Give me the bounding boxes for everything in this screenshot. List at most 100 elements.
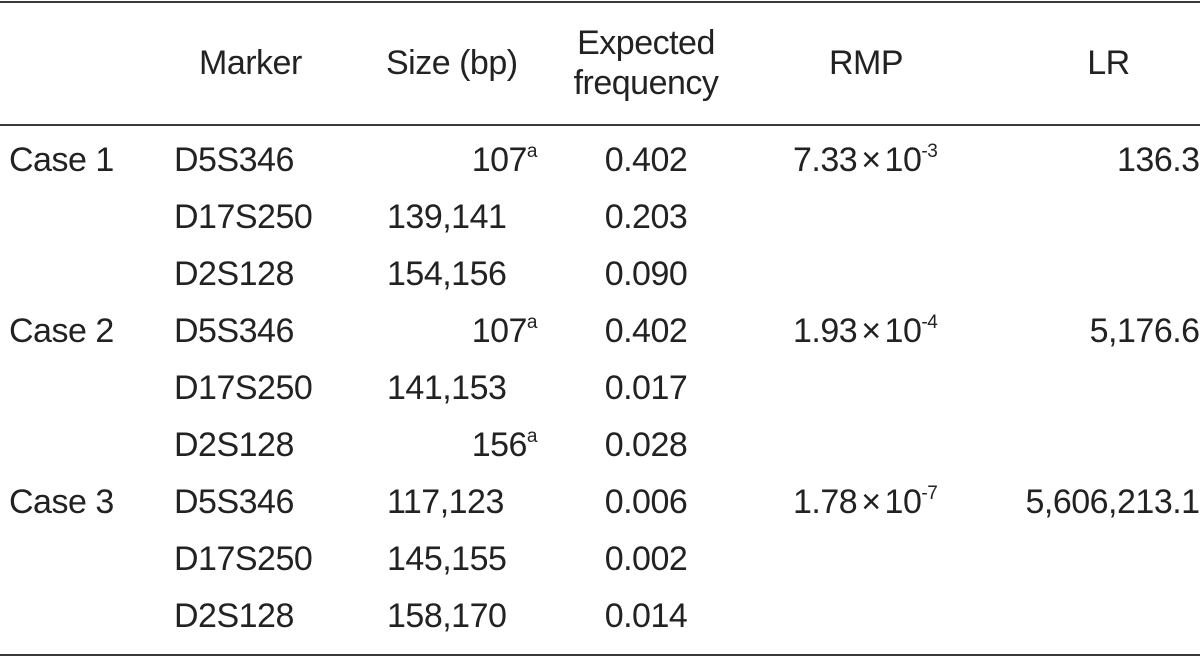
rmp-cell — [751, 588, 981, 645]
expected-frequency-cell: 0.203 — [604, 198, 688, 236]
rmp-cell: 7.33 × 10-3 — [751, 126, 981, 189]
expected-frequency-cell: 0.402 — [604, 141, 688, 179]
lr-cell — [981, 531, 1200, 588]
lr-cell: 5,606,213.10 — [1025, 483, 1200, 521]
rmp-cell — [751, 531, 981, 588]
rmp-exponent: -7 — [921, 483, 938, 504]
expected-frequency-cell: 0.090 — [604, 255, 688, 293]
bottom-rule — [0, 654, 1200, 656]
lr-cell — [981, 246, 1200, 303]
rmp-exponent: -3 — [921, 141, 938, 162]
lr-cell: 136.38 — [1117, 141, 1200, 179]
case-label — [0, 417, 174, 474]
expected-frequency-cell: 0.017 — [604, 369, 688, 407]
header-expected-frequency: Expected frequency — [541, 0, 751, 126]
table-row: D17S250 141,153 0.017 — [0, 360, 1200, 417]
size-value: 117,123 — [387, 483, 504, 521]
expected-frequency-cell: 0.402 — [604, 312, 688, 350]
case-label: Case 2 — [9, 312, 114, 350]
rmp-mantissa: 1.78 — [793, 483, 858, 521]
table-body: Case 1D5S346107a0.4027.33×10-3136.38D17S… — [0, 126, 1200, 645]
lr-cell: 5,176.60 — [1089, 312, 1200, 350]
case-label — [0, 360, 174, 417]
size-cell: 117,123 — [384, 474, 541, 531]
rmp-times-sign: × — [861, 141, 881, 179]
marker-cell: D2S128 — [174, 255, 294, 293]
lr-cell — [981, 189, 1200, 246]
case-label — [0, 189, 174, 246]
size-cell: 107a — [384, 303, 541, 360]
header-size: Size (bp) — [386, 44, 518, 82]
table-row: Case 2 D5S346 107a 0.402 1.93×10-4 5,176.60 — [0, 303, 1200, 360]
marker-cell: D17S250 — [174, 198, 313, 236]
rmp-times-sign: × — [861, 483, 881, 521]
lr-cell — [981, 417, 1200, 474]
rmp-mantissa: 1.93 — [793, 312, 858, 350]
table-header: Marker Size (bp) Expected frequency RMP … — [0, 0, 1200, 126]
case-label — [0, 246, 174, 303]
header-rmp: RMP — [828, 44, 904, 82]
expected-frequency-cell: 0.002 — [604, 540, 688, 578]
rmp-cell: 1.93 × 10-4 — [751, 303, 981, 360]
rmp-base: 10 — [884, 312, 922, 350]
table-row: D2S128 158,170 0.014 — [0, 588, 1200, 645]
expected-frequency-cell: 0.028 — [604, 426, 688, 464]
size-value: 158,170 — [387, 597, 507, 635]
rmp-base: 10 — [884, 483, 922, 521]
header-marker: Marker — [199, 44, 302, 82]
table-row: D2S128 154,156 0.090 — [0, 246, 1200, 303]
size-value: 154,156 — [387, 255, 507, 293]
table-row: Case 3 D5S346 117,123 0.006 1.78 × 10-7 5,606,2… — [0, 474, 1200, 531]
marker-cell: D17S250 — [174, 540, 313, 578]
size-cell: 139,141 — [384, 189, 541, 246]
size-cell: 107a — [384, 126, 541, 189]
table-row: D17S250 145,155 0.002 — [0, 531, 1200, 588]
table-row: Case 1 D5S346 107a 0.402 7.33×10-3 136.38 — [0, 126, 1200, 189]
expected-frequency-cell: 0.006 — [604, 483, 688, 521]
table-row: D2S128 156a 0.028 — [0, 417, 1200, 474]
case-label — [0, 588, 174, 645]
size-value: 107 — [471, 141, 528, 179]
marker-cell: D5S346 — [174, 312, 294, 350]
lr-cell — [981, 360, 1200, 417]
top-rule — [0, 1, 1200, 3]
rmp-cell — [751, 246, 981, 303]
rmp-cell — [751, 417, 981, 474]
size-cell: 156a — [384, 417, 541, 474]
marker-cell: D5S346 — [174, 483, 294, 521]
case-label: Case 3 — [9, 483, 114, 521]
size-value: 141,153 — [387, 369, 507, 407]
size-footnote-marker: a — [526, 312, 538, 333]
rmp-exponent: -4 — [921, 312, 938, 333]
header-rule — [0, 124, 1200, 126]
case-label: Case 1 — [9, 141, 114, 179]
size-footnote-marker: a — [526, 141, 538, 162]
marker-cell: D2S128 — [174, 426, 294, 464]
header-frequency-line1: Expected — [577, 24, 715, 62]
case-label — [0, 531, 174, 588]
header-lr: LR — [1087, 44, 1130, 82]
rmp-cell: 1.78 × 10-7 — [751, 474, 981, 531]
rmp-times-sign: × — [861, 312, 881, 350]
size-footnote-marker: a — [526, 426, 538, 447]
table-row: D17S250 139,141 0.203 — [0, 189, 1200, 246]
size-cell: 158,170 — [384, 588, 541, 645]
expected-frequency-cell: 0.014 — [604, 597, 688, 635]
rmp-cell — [751, 189, 981, 246]
lr-cell — [981, 588, 1200, 645]
size-cell: 154,156 — [384, 246, 541, 303]
header-frequency-line2: frequency — [573, 64, 719, 102]
size-value: 139,141 — [387, 198, 507, 236]
size-value: 107 — [471, 312, 528, 350]
marker-cell: D17S250 — [174, 369, 313, 407]
size-value: 156 — [471, 426, 528, 464]
size-value: 145,155 — [387, 540, 507, 578]
rmp-base: 10 — [884, 141, 922, 179]
rmp-mantissa: 7.33 — [793, 141, 858, 179]
size-cell: 145,155 — [384, 531, 541, 588]
header-row: Marker Size (bp) Expected frequency RMP … — [0, 0, 1200, 126]
marker-cell: D5S346 — [174, 141, 294, 179]
size-cell: 141,153 — [384, 360, 541, 417]
header-case — [0, 0, 174, 126]
